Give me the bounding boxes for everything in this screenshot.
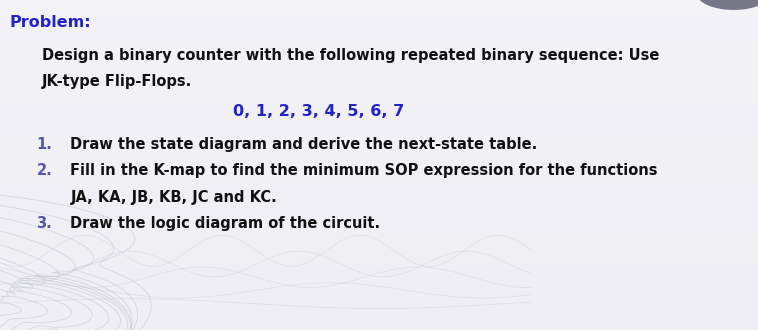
Circle shape [697,0,758,9]
Text: 2.: 2. [36,163,52,178]
Text: 3.: 3. [36,216,52,231]
Text: Design a binary counter with the following repeated binary sequence: Use: Design a binary counter with the followi… [42,48,659,63]
Text: 0, 1, 2, 3, 4, 5, 6, 7: 0, 1, 2, 3, 4, 5, 6, 7 [233,104,404,119]
Text: JA, KA, JB, KB, JC and KC.: JA, KA, JB, KB, JC and KC. [70,190,277,205]
Text: JK-type Flip-Flops.: JK-type Flip-Flops. [42,74,192,89]
Text: Draw the logic diagram of the circuit.: Draw the logic diagram of the circuit. [70,216,381,231]
Text: Fill in the K-map to find the minimum SOP expression for the functions: Fill in the K-map to find the minimum SO… [70,163,658,178]
Text: Draw the state diagram and derive the next-state table.: Draw the state diagram and derive the ne… [70,137,537,152]
Text: 1.: 1. [36,137,52,152]
Text: Problem:: Problem: [10,15,92,30]
